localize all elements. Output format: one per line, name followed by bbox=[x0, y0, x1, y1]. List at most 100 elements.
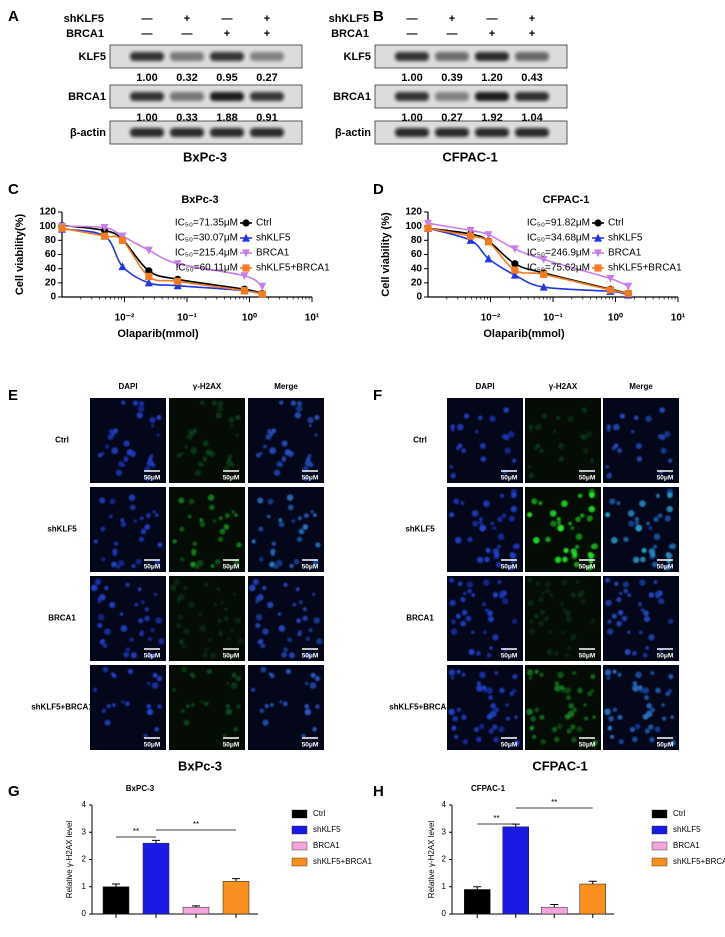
cell bbox=[616, 501, 621, 506]
cell bbox=[279, 400, 284, 405]
cell bbox=[465, 615, 472, 622]
blot-band bbox=[130, 92, 164, 101]
cell bbox=[549, 630, 553, 634]
cell bbox=[655, 593, 661, 599]
y-tick-label: 1 bbox=[442, 882, 447, 891]
column-header: DAPI bbox=[475, 382, 494, 391]
cell bbox=[580, 598, 587, 605]
scale-bar-label: 50μM bbox=[223, 475, 240, 482]
cell bbox=[265, 433, 272, 440]
y-tick-label: 0 bbox=[416, 292, 422, 303]
cell bbox=[192, 428, 198, 434]
cell bbox=[632, 736, 638, 743]
micrograph-tile: 50μM bbox=[603, 665, 679, 750]
cell bbox=[147, 636, 152, 641]
cell bbox=[644, 695, 650, 701]
significance-label: ** bbox=[493, 814, 499, 823]
cell bbox=[629, 726, 636, 733]
cell bbox=[217, 618, 223, 624]
micrograph-tile: 50μM bbox=[525, 665, 601, 750]
cell bbox=[129, 637, 134, 643]
cell bbox=[557, 443, 564, 450]
cell bbox=[613, 443, 619, 449]
cell bbox=[278, 521, 285, 528]
cell bbox=[155, 617, 162, 624]
cell bbox=[135, 558, 142, 565]
chart-title: BxPc-3 bbox=[181, 194, 218, 206]
cell bbox=[97, 622, 103, 629]
cell bbox=[112, 703, 116, 707]
cell bbox=[233, 727, 238, 732]
condition-sign: — bbox=[407, 28, 418, 40]
cell bbox=[653, 516, 659, 523]
cell bbox=[188, 601, 195, 609]
y-tick-label: 100 bbox=[39, 221, 56, 232]
x-axis-label: Olaparib(mmol) bbox=[483, 328, 565, 340]
cell bbox=[592, 715, 596, 719]
data-point bbox=[424, 224, 432, 232]
cell bbox=[452, 725, 457, 730]
cell bbox=[302, 524, 309, 530]
cell bbox=[576, 726, 583, 733]
cell bbox=[583, 703, 587, 707]
data-point bbox=[539, 255, 548, 264]
cell bbox=[482, 685, 487, 690]
blot-row-label: BRCA1 bbox=[333, 91, 371, 103]
cell bbox=[658, 598, 665, 605]
cell bbox=[460, 596, 466, 603]
scale-bar-label: 50μM bbox=[657, 653, 674, 660]
cell bbox=[619, 591, 623, 596]
cell bbox=[612, 707, 618, 713]
y-tick-label: 40 bbox=[411, 263, 423, 274]
cell bbox=[471, 510, 479, 517]
cell bbox=[292, 602, 297, 607]
condition-sign: — bbox=[447, 28, 458, 40]
legend-label: Ctrl bbox=[673, 809, 686, 818]
significance-label: ** bbox=[133, 827, 139, 836]
cell bbox=[278, 518, 283, 523]
cell bbox=[611, 537, 618, 544]
cell bbox=[108, 514, 113, 519]
cell bbox=[534, 423, 542, 431]
cell bbox=[642, 653, 648, 658]
cell bbox=[123, 651, 129, 658]
cell bbox=[453, 498, 460, 505]
cell bbox=[617, 672, 622, 677]
cell bbox=[479, 671, 486, 679]
bar bbox=[464, 889, 491, 915]
legend-swatch bbox=[651, 841, 668, 851]
cell bbox=[657, 434, 663, 439]
cell bbox=[509, 691, 515, 697]
cell bbox=[450, 675, 455, 680]
cell bbox=[488, 728, 494, 734]
cell bbox=[225, 459, 233, 467]
y-tick-label: 60 bbox=[411, 249, 423, 260]
cell bbox=[646, 521, 650, 526]
cell bbox=[664, 564, 671, 571]
cell bbox=[259, 708, 264, 713]
data-point bbox=[510, 245, 519, 254]
cell bbox=[512, 673, 518, 680]
cell bbox=[461, 609, 468, 616]
cell bbox=[617, 714, 623, 720]
scale-bar-label: 50μM bbox=[579, 653, 596, 660]
cell bbox=[584, 716, 589, 721]
cell bbox=[260, 643, 266, 649]
cell bbox=[564, 687, 572, 694]
y-tick-label: 3 bbox=[442, 827, 447, 836]
cell bbox=[463, 413, 470, 419]
cell bbox=[501, 434, 507, 439]
scale-bar-label: 50μM bbox=[144, 564, 161, 571]
band-quantity: 0.95 bbox=[216, 72, 237, 84]
scale-bar-label: 50μM bbox=[223, 564, 240, 571]
y-tick-label: 3 bbox=[82, 827, 87, 836]
y-tick-label: 0 bbox=[82, 909, 87, 918]
blot-band bbox=[435, 128, 469, 137]
cell bbox=[145, 476, 151, 482]
cell bbox=[235, 675, 242, 682]
cell bbox=[309, 682, 317, 689]
y-tick-label: 40 bbox=[45, 263, 57, 274]
cell bbox=[606, 427, 611, 432]
cell bbox=[642, 687, 650, 694]
